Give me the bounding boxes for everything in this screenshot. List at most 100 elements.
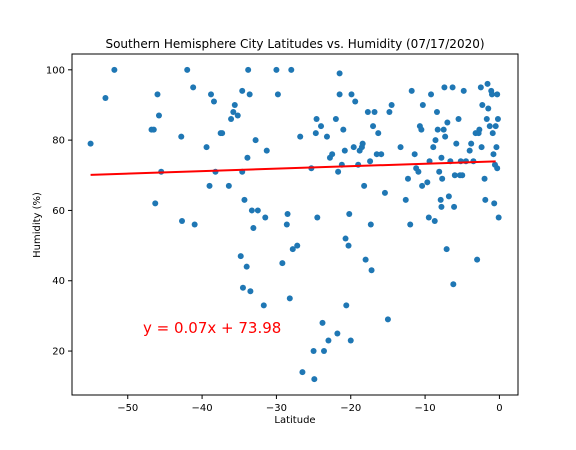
data-point	[190, 84, 197, 91]
data-point	[347, 337, 354, 344]
data-point	[440, 126, 447, 133]
data-point	[368, 267, 375, 274]
data-point	[384, 316, 391, 323]
data-point	[477, 84, 484, 91]
data-point	[273, 66, 280, 73]
data-point	[474, 256, 481, 263]
data-point	[310, 348, 317, 355]
data-point	[476, 126, 483, 133]
regression-line	[90, 160, 496, 176]
data-point	[350, 144, 357, 151]
data-point	[453, 140, 460, 147]
data-point	[407, 221, 414, 228]
data-point	[203, 144, 210, 151]
data-point	[87, 140, 94, 147]
data-point	[359, 140, 366, 147]
data-point	[388, 101, 395, 108]
data-point	[408, 87, 415, 94]
data-point	[486, 123, 493, 130]
data-point	[206, 182, 213, 189]
data-point	[386, 109, 393, 116]
data-point	[311, 376, 318, 383]
data-point	[231, 101, 238, 108]
data-point	[443, 246, 450, 253]
data-point	[225, 182, 232, 189]
data-point	[436, 168, 443, 175]
data-point	[239, 284, 246, 291]
data-point	[313, 116, 320, 123]
data-point	[441, 84, 448, 91]
data-point	[468, 140, 475, 147]
data-point	[493, 144, 500, 151]
data-point	[284, 210, 291, 217]
data-point	[219, 130, 226, 137]
data-point	[371, 109, 378, 116]
data-point	[323, 133, 330, 140]
data-point	[367, 221, 374, 228]
data-point	[370, 123, 377, 130]
data-point	[335, 168, 342, 175]
y-tick-label: 80	[52, 136, 65, 147]
data-point	[490, 151, 497, 158]
x-axis-label: Latitude	[274, 415, 315, 426]
data-point	[318, 123, 325, 130]
data-point	[424, 179, 431, 186]
regression-equation: y = 0.07x + 73.98	[143, 319, 281, 337]
y-axis: 20 40 60 80 100	[46, 65, 72, 358]
data-point	[341, 147, 348, 154]
data-point	[449, 84, 456, 91]
data-point	[431, 217, 438, 224]
x-tick-label: −50	[117, 403, 138, 414]
data-point	[442, 133, 449, 140]
data-point	[348, 91, 355, 98]
data-point	[375, 130, 382, 137]
data-point	[342, 235, 349, 242]
data-point	[332, 116, 339, 123]
data-point	[373, 151, 380, 158]
data-point	[479, 101, 486, 108]
data-point	[488, 91, 495, 98]
data-point	[430, 144, 437, 151]
data-point	[254, 207, 261, 214]
data-point	[466, 147, 473, 154]
data-point	[228, 116, 235, 123]
data-point	[248, 207, 255, 214]
data-point	[425, 214, 432, 221]
data-point	[402, 196, 409, 203]
x-tick-label: −40	[192, 403, 213, 414]
data-point	[336, 91, 343, 98]
data-point	[230, 109, 237, 116]
data-point	[262, 214, 269, 221]
plot-frame	[71, 53, 519, 396]
data-point	[325, 337, 332, 344]
data-point	[294, 242, 301, 249]
data-point	[364, 109, 371, 116]
data-point	[102, 94, 109, 101]
data-point	[179, 217, 186, 224]
y-axis-label: Humidity (%)	[32, 192, 43, 258]
data-point	[252, 137, 259, 144]
data-point	[428, 91, 435, 98]
data-point	[478, 144, 485, 151]
data-point	[415, 168, 422, 175]
data-point	[494, 91, 501, 98]
data-point	[260, 302, 267, 309]
data-point	[312, 130, 319, 137]
data-point	[451, 203, 458, 210]
data-point	[404, 175, 411, 182]
data-point	[286, 295, 293, 302]
data-point	[345, 242, 352, 249]
data-point	[279, 260, 286, 267]
data-point	[239, 87, 246, 94]
data-point	[152, 200, 159, 207]
data-point	[492, 123, 499, 130]
data-point	[361, 182, 368, 189]
data-point	[438, 203, 445, 210]
data-point	[243, 263, 250, 270]
data-point	[491, 200, 498, 207]
data-point	[439, 175, 446, 182]
data-point	[495, 214, 502, 221]
data-point	[434, 126, 441, 133]
data-point	[237, 253, 244, 260]
